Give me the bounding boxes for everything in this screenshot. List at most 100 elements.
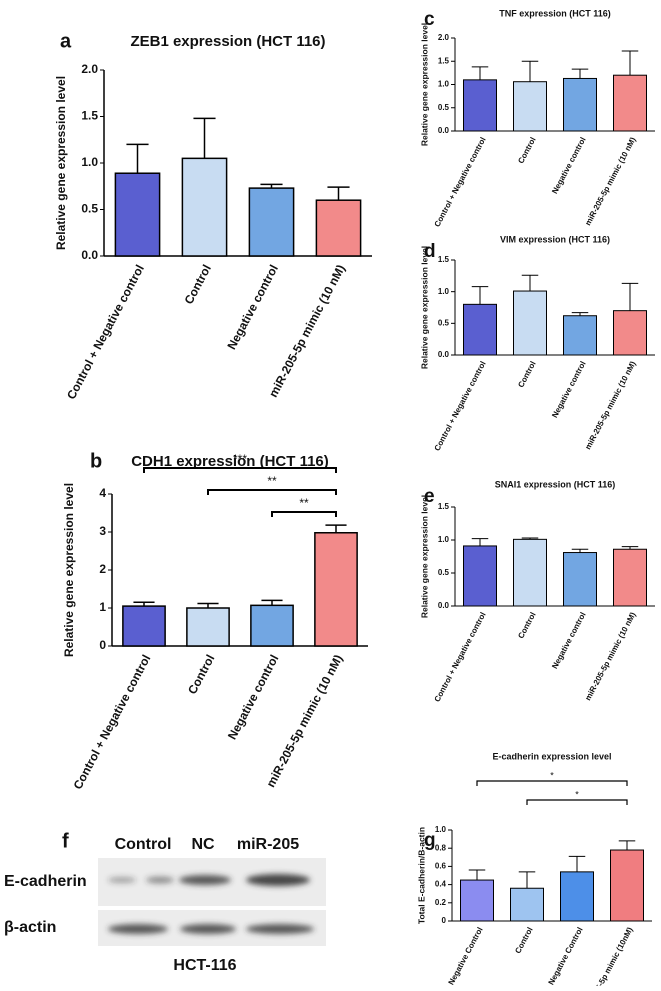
bar (460, 879, 494, 922)
y-tick-label: 0 (442, 916, 447, 925)
y-tick-label: 2.0 (438, 33, 450, 42)
y-tick-label: 2 (99, 562, 106, 576)
panel-letter: d (424, 241, 436, 262)
significance-label: ** (267, 474, 277, 488)
x-tick-label: miR-205-5p mimic (10 nM) (583, 135, 637, 227)
y-tick-label: 1.5 (438, 255, 450, 264)
x-tick-label: Control + Negative control (70, 652, 153, 791)
y-tick-label: 3 (99, 524, 106, 538)
x-tick-label: miR-205-5p mimic (10 nM) (583, 359, 637, 451)
panel-letter: a (60, 30, 72, 52)
bar (563, 315, 597, 356)
bar (248, 187, 295, 257)
chart-title: SNAI1 expression (HCT 116) (495, 479, 616, 489)
y-tick-label: 0.5 (81, 202, 98, 216)
band (146, 876, 174, 884)
x-tick-label: miR-205-5p mimic (10 nM) (583, 610, 637, 702)
band (108, 877, 136, 883)
x-tick-label: Control (516, 136, 537, 165)
bar (610, 849, 644, 922)
row-label: β-actin (4, 919, 56, 936)
panel-letter: b (90, 450, 102, 472)
row-label: E-cadherin (4, 873, 87, 890)
bar (181, 157, 228, 257)
bar (114, 172, 161, 257)
y-axis-label: Total E-cadherin/B-actin (416, 827, 426, 924)
band (246, 874, 310, 886)
x-tick-label: Negative control (550, 611, 587, 671)
y-tick-label: 1 (99, 600, 106, 614)
x-tick-label: Control (516, 611, 537, 640)
significance-label: * (575, 789, 579, 799)
y-tick-label: 0.8 (435, 843, 447, 852)
significance-bracket (526, 799, 628, 805)
y-tick-label: 0.5 (438, 568, 450, 577)
x-tick-label: Control + Negative control (433, 136, 488, 229)
y-tick-label: 1.5 (438, 56, 450, 65)
panel-letter: c (424, 9, 435, 30)
x-tick-label: Control + Negative control (64, 262, 147, 401)
bar (560, 871, 594, 922)
chart-panel: d VIM expression (HCT 116) Relative gene e… (419, 234, 655, 452)
significance-label: * (550, 770, 554, 780)
lane-label: Control (115, 836, 172, 853)
x-tick-label: Negative control (550, 136, 587, 196)
y-tick-label: 0.4 (435, 880, 447, 889)
lane-label: NC (191, 836, 215, 853)
x-tick-label: Negative control (550, 360, 587, 420)
x-tick-label: Control + Negative control (433, 611, 488, 704)
y-tick-label: 0.0 (438, 126, 450, 135)
y-axis-label: Relative gene expression level (419, 246, 429, 369)
x-tick-label: Negative Control (547, 926, 585, 986)
bar (510, 887, 544, 922)
x-tick-label: Control (185, 652, 217, 696)
y-tick-label: 1.0 (438, 287, 450, 296)
significance-label: *** (233, 452, 247, 466)
bar (463, 303, 497, 356)
bar (186, 607, 230, 647)
y-axis-label: Relative gene expression level (62, 483, 76, 657)
chart-panel: c TNF expression (HCT 116) Relative gene e… (419, 8, 655, 228)
chart-title: VIM expression (HCT 116) (500, 234, 610, 244)
bar (613, 74, 647, 132)
y-tick-label: 1.0 (81, 155, 98, 169)
bar (463, 79, 497, 132)
bar (463, 545, 497, 607)
y-axis-label: Relative gene expression level (419, 495, 429, 618)
bar (563, 77, 597, 132)
y-axis-label: Relative gene expression level (54, 76, 68, 250)
x-tick-label: miR-205-5p mimic (10nM) (581, 925, 634, 986)
bar (122, 605, 166, 647)
x-tick-label: Control (516, 360, 537, 389)
significance-label: ** (299, 496, 309, 510)
bar (513, 538, 547, 607)
x-tick-label: Negative control (225, 652, 282, 742)
y-tick-label: 2.0 (81, 62, 98, 76)
band (108, 924, 168, 934)
x-tick-label: Negative control (224, 262, 281, 352)
y-axis-label: Relative gene expression level (419, 23, 429, 146)
chart-panel: g E-cadherin expression level Total E-cadh… (416, 751, 652, 991)
y-tick-label: 0.0 (438, 601, 450, 610)
y-tick-label: 0.0 (438, 350, 450, 359)
bar (613, 310, 647, 356)
significance-bracket (476, 780, 628, 786)
chart-panel: e SNAI1 expression (HCT 116) Relative gene… (419, 479, 655, 703)
cell-line-label: HCT-116 (173, 957, 236, 974)
bar (315, 199, 362, 257)
y-tick-label: 1.0 (435, 825, 447, 834)
significance-bracket (207, 489, 337, 495)
x-tick-label: miR-205-5p mimic (10 nM) (266, 262, 348, 399)
bar (314, 532, 358, 647)
bar (563, 552, 597, 607)
band (246, 924, 314, 934)
y-tick-label: 1.5 (438, 502, 450, 511)
x-tick-label: miR-205-5p mimic (10 nM) (264, 652, 346, 789)
y-tick-label: 0.6 (435, 862, 447, 871)
bar (613, 548, 647, 607)
significance-bracket (143, 467, 337, 473)
y-tick-label: 1.5 (81, 109, 98, 123)
y-tick-label: 1.0 (438, 535, 450, 544)
x-tick-label: Control & Negative Control (428, 926, 484, 986)
